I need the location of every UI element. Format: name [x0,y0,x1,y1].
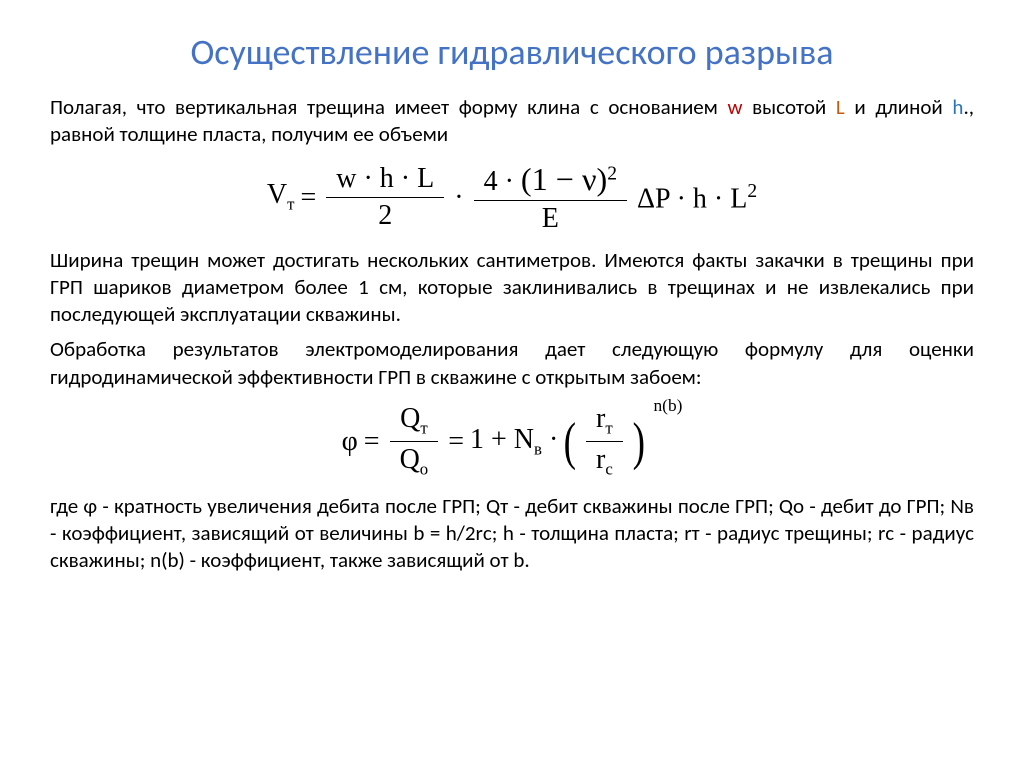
f1-lhs-sub: т [287,195,294,214]
f2-rparen: ) [632,415,644,468]
f2-eq2: = [448,428,464,456]
p1-text-c: и длиной [845,94,953,120]
f2-fracB: rт rc [586,403,623,481]
f2-eq1: = [364,428,380,456]
f1-lhs: V [267,179,287,210]
p1-text-a: Полагая, что вертикальная трещина имеет … [50,94,727,120]
f1-tail: ΔP · h · L [637,183,747,214]
paragraph-3: Обработка результатов электромоделирован… [50,336,974,391]
symbol-L: L [836,94,845,120]
f2-oneplus: 1 + Nв · [470,426,558,458]
f1-frac2-num-a: 4 · [484,166,521,197]
f2-lparen: ( [564,415,576,468]
f1-tail-sup: 2 [747,181,757,202]
f2-fracA-num: Qт [390,403,439,442]
f1-frac2-num-b: (1 − ν) [521,161,607,197]
f1-frac2: 4 · (1 − ν)2 E [474,161,627,235]
f1-dot1: · [454,184,463,212]
f2-fracB-den: rc [586,442,623,480]
f2-exponent: n(b) [653,397,682,414]
slide-container: Осуществление гидравлического разрыва По… [0,0,1024,767]
paragraph-1: Полагая, что вертикальная трещина имеет … [50,94,974,149]
formula-2: φ = Qт Qо = 1 + Nв · ( rт rc ) n(b) [50,403,974,481]
f2-fracA: Qт Qо [390,403,439,481]
f1-frac2-num: 4 · (1 − ν)2 [474,161,627,201]
f1-frac2-num-sup: 2 [607,163,617,184]
f2-fracA-den: Qо [390,442,439,480]
symbol-h: h [952,94,963,120]
p1-text-b: высотой [742,94,835,120]
f2-phi: φ [342,428,358,456]
paragraph-2: Ширина трещин может достигать нескольких… [50,247,974,329]
f2-fracB-num: rт [586,403,623,442]
symbol-w: w [727,94,742,120]
f1-frac1: w · h · L 2 [326,163,444,232]
formula-1: Vт = w · h · L 2 · 4 · (1 − ν)2 E ΔP · h… [50,161,974,235]
f1-frac1-den: 2 [326,198,444,232]
slide-title: Осуществление гидравлического разрыва [50,30,974,74]
f1-eq: = [300,184,316,212]
f1-frac1-num: w · h · L [326,163,444,198]
paragraph-4: где φ - кратность увеличения дебита посл… [50,493,974,575]
f1-frac2-den: E [474,201,627,235]
